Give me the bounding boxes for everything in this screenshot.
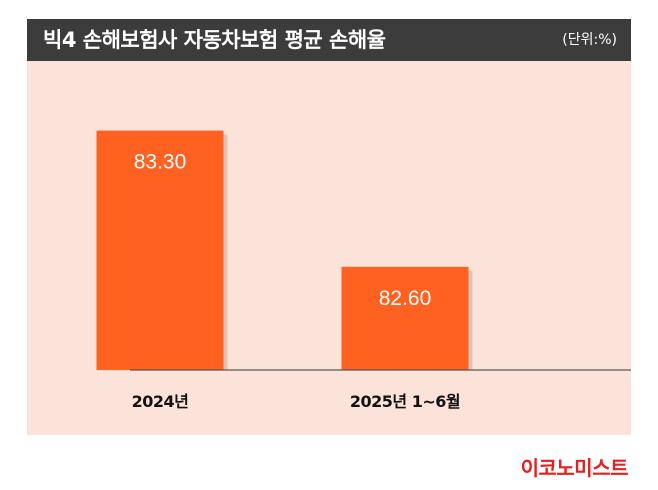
chart-header: 빅4 손해보험사 자동차보험 평균 손해율 (단위:%) (27, 19, 631, 61)
category-label: 2024년 (132, 392, 189, 411)
chart-title: 빅4 손해보험사 자동차보험 평균 손해율 (43, 28, 386, 52)
category-label: 2025년 1~6월 (350, 392, 460, 411)
bar-2 (341, 266, 469, 370)
bar-1 (96, 130, 224, 370)
bar-chart: 83.30 2024년 82.60 2025년 1~6월 (96, 130, 631, 411)
chart-panel: 83.30 2024년 82.60 2025년 1~6월 (27, 61, 631, 435)
unit-label: (단위:%) (562, 32, 617, 48)
value-label: 83.30 (134, 151, 187, 174)
brand-logo: 이코노미스트 (520, 456, 629, 480)
value-label: 82.60 (379, 287, 432, 310)
